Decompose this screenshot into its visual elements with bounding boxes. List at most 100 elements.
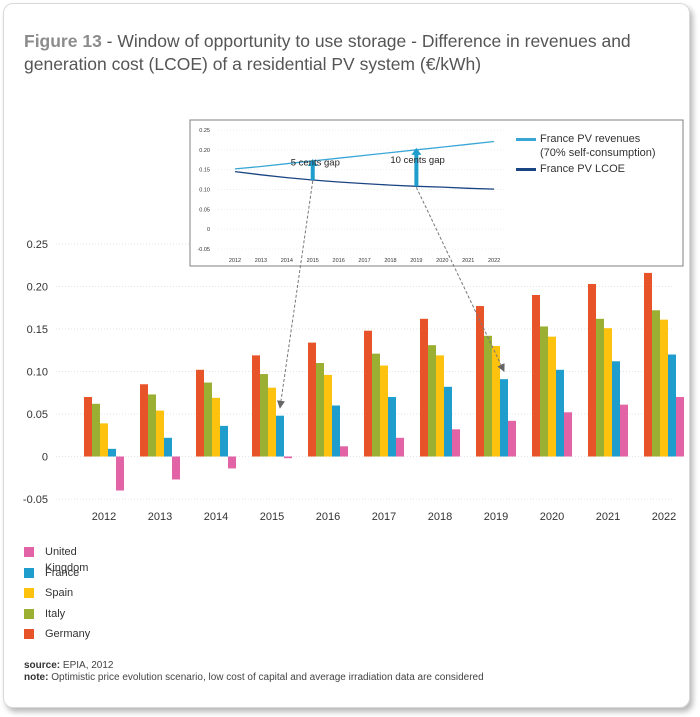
legend-label: Italy	[45, 607, 66, 620]
bar-spain	[100, 423, 108, 457]
gap-arrowhead	[307, 158, 318, 166]
bar-spain	[492, 346, 500, 457]
x-tick-label: 2016	[316, 511, 340, 523]
legend-swatch	[24, 547, 34, 557]
y-tick-label: 0.15	[27, 324, 48, 336]
inset-line-lcoe	[234, 170, 495, 190]
gap-annotation: 5 cents gap	[291, 157, 340, 168]
bar-united-kingdom	[620, 404, 628, 457]
x-tick-label: 2019	[484, 511, 508, 523]
bar-france	[500, 379, 508, 457]
bar-united-kingdom	[172, 456, 180, 480]
x-tick-label: 2014	[204, 511, 228, 523]
bar-spain	[268, 387, 276, 457]
source-line: source: EPIA, 2012	[24, 660, 484, 672]
y-tick-label: -0.05	[23, 494, 48, 506]
figure-title-text: - Window of opportunity to use storage -…	[24, 31, 631, 74]
source-text: EPIA, 2012	[60, 660, 114, 671]
bar-united-kingdom	[340, 446, 348, 457]
figure-card: Figure 13 - Window of opportunity to use…	[3, 3, 690, 708]
inset-x-tick-label: 2019	[410, 258, 422, 264]
inset-x-tick-label: 2012	[229, 258, 241, 264]
inset-x-tick-label: 2018	[384, 258, 396, 264]
inset-y-tick-label: 0.15	[199, 168, 210, 174]
source-note: source: EPIA, 2012 note: Optimistic pric…	[24, 660, 484, 684]
y-tick-label: 0.20	[27, 282, 48, 294]
bar-france	[388, 397, 396, 457]
inset-y-tick-label: 0.10	[199, 188, 210, 194]
bar-france	[612, 361, 620, 457]
bar-italy	[484, 335, 492, 457]
y-tick-label: 0.05	[27, 409, 48, 421]
bar-germany	[532, 295, 540, 457]
y-tick-label: 0.25	[27, 239, 48, 251]
bar-italy	[652, 310, 660, 457]
inset-x-tick-label: 2021	[462, 258, 474, 264]
bar-italy	[372, 353, 380, 457]
bar-france	[444, 386, 452, 457]
inset-y-tick-label: -0.05	[197, 247, 210, 253]
bar-germany	[364, 330, 372, 457]
x-tick-label: 2013	[148, 511, 172, 523]
inset-legend-swatch	[516, 168, 536, 171]
bar-united-kingdom	[116, 456, 124, 491]
inset-legend-label: (70% self-consumption)	[540, 147, 656, 159]
inset-x-tick-label: 2014	[281, 258, 293, 264]
y-tick-label: 0.10	[27, 367, 48, 379]
pointer-arrow	[415, 187, 505, 373]
figure-title: Figure 13 - Window of opportunity to use…	[24, 30, 674, 76]
inset-x-tick-label: 2022	[488, 258, 500, 264]
bar-france	[108, 448, 116, 457]
legend-label: Spain	[45, 587, 74, 599]
legend-swatch	[24, 629, 34, 639]
x-tick-label: 2018	[428, 511, 452, 523]
inset-y-tick-label: 0	[207, 227, 210, 233]
bar-spain	[660, 319, 668, 457]
bar-france	[220, 425, 228, 457]
bar-germany	[252, 355, 260, 457]
bar-germany	[196, 369, 204, 457]
bar-italy	[148, 394, 156, 457]
bar-united-kingdom	[396, 437, 404, 457]
pointer-arrow	[277, 180, 314, 409]
legend-swatch	[24, 588, 34, 598]
gap-bar	[414, 149, 419, 187]
bar-spain	[548, 336, 556, 457]
inset-x-tick-label: 2013	[255, 258, 267, 264]
x-tick-label: 2020	[540, 511, 564, 523]
bar-germany	[84, 397, 92, 457]
bar-germany	[476, 306, 484, 457]
bar-france	[332, 405, 340, 457]
bar-germany	[420, 318, 428, 457]
bar-spain	[380, 365, 388, 457]
inset-panel	[189, 119, 684, 267]
gap-annotation: 10 cents gap	[390, 155, 444, 166]
bar-united-kingdom	[284, 456, 292, 459]
inset-y-tick-label: 0.25	[199, 128, 210, 134]
inset-x-tick-label: 2020	[436, 258, 448, 264]
bar-germany	[140, 384, 148, 457]
bar-france	[164, 437, 172, 457]
inset-x-tick-label: 2017	[358, 258, 370, 264]
legend-label: France	[45, 566, 80, 579]
bar-italy	[260, 374, 268, 457]
inset-legend-label: France PV LCOE	[540, 163, 625, 175]
bar-italy	[204, 382, 212, 457]
bar-france	[556, 369, 564, 457]
bar-germany	[308, 342, 316, 457]
note-label: note:	[24, 672, 49, 683]
bar-spain	[604, 328, 612, 457]
legend-label: Germany	[45, 628, 91, 640]
bar-united-kingdom	[676, 397, 684, 457]
note-line: note: Optimistic price evolution scenari…	[24, 672, 484, 684]
legend-label: United Kingdom	[45, 546, 89, 574]
bar-spain	[324, 374, 332, 457]
bar-united-kingdom	[228, 456, 236, 469]
bar-italy	[92, 403, 100, 457]
x-tick-label: 2017	[372, 511, 396, 523]
inset-x-tick-label: 2015	[307, 258, 319, 264]
inset-legend-swatch	[516, 138, 536, 141]
bar-france	[668, 354, 676, 457]
bar-france	[276, 415, 284, 457]
inset-line-revenues	[234, 140, 495, 170]
